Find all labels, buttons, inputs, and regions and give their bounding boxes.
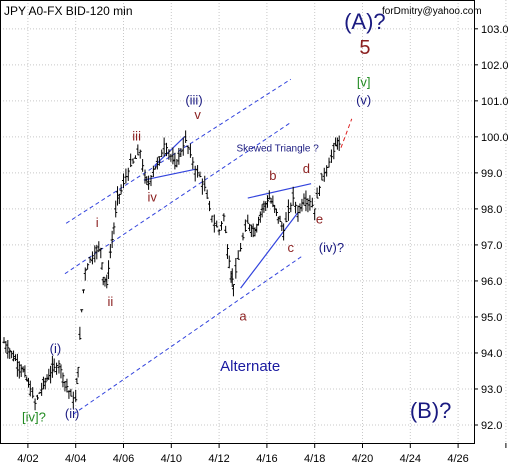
x-tick-label: 4/04 [65, 453, 86, 465]
y-tick-label: 96.0 [481, 276, 502, 288]
y-axis: 92.0 93.0 94.0 95.0 96.0 97.0 98.0 99.0 100.0 101… [474, 24, 509, 432]
y-tick-label: 103.0 [481, 24, 509, 36]
x-tick-label: 4/02 [17, 453, 38, 465]
wave-label: 5 [359, 37, 370, 59]
watermark: forDmitry@yahoo.com [382, 6, 482, 17]
wave-label: iii [132, 128, 141, 143]
wave-label: Alternate [220, 358, 280, 375]
x-tick-label: 4/06 [113, 453, 134, 465]
wave-label: Skewed Triangle ? [237, 143, 320, 154]
wave-label: (ii) [65, 406, 79, 421]
trend-line [143, 168, 196, 181]
trend-line [247, 183, 312, 199]
wave-label: (iv)? [319, 240, 344, 255]
y-tick-label: 94.0 [481, 348, 502, 360]
y-tick-label: 93.0 [481, 384, 502, 396]
channel-line [73, 255, 304, 415]
x-tick-label: 4/20 [352, 453, 373, 465]
projection-line [340, 118, 353, 148]
x-tick-label: 4/16 [256, 453, 277, 465]
x-tick-label: 4/24 [400, 453, 421, 465]
x-axis: 4/02 4/04 4/06 4/10 4/12 4/16 4/18 4/20 4/24 4/26 [17, 443, 507, 465]
y-tick-label: 100.0 [481, 132, 509, 144]
plot-frame [0, 0, 475, 444]
wave-label: (i) [50, 341, 62, 356]
grid [0, 0, 507, 443]
channel-line [64, 122, 292, 275]
wave-label: ii [107, 294, 113, 309]
trend-line [240, 212, 299, 289]
y-tick-label: 99.0 [481, 168, 502, 180]
wave-label: e [316, 211, 323, 226]
y-tick-label: 95.0 [481, 312, 502, 324]
y-tick-label: 102.0 [481, 60, 509, 72]
wave-label: c [288, 240, 295, 255]
price-series [2, 130, 341, 411]
wave-label: [iv]? [22, 409, 46, 424]
wave-label: d [303, 161, 310, 176]
wave-label: [v] [357, 74, 371, 89]
y-tick-label: 101.0 [481, 96, 509, 108]
wave-labels: (A)?5[v](v)(iii)viiiiviii(i)(ii)[iv]?Ske… [22, 9, 451, 425]
y-tick-label: 92.0 [481, 420, 502, 432]
x-tick-label: 4/18 [304, 453, 325, 465]
wave-label: a [239, 309, 247, 324]
wave-label: (v) [356, 92, 371, 107]
wave-label: (B)? [410, 398, 452, 423]
y-tick-label: 98.0 [481, 204, 502, 216]
wave-label: (iii) [185, 92, 202, 107]
x-tick-label: 4/26 [447, 453, 468, 465]
wave-label: b [269, 168, 276, 183]
wave-label: v [194, 107, 201, 122]
chart-title: JPY A0-FX BID-120 min [4, 4, 133, 18]
wave-label: iv [147, 190, 157, 205]
y-tick-label: 97.0 [481, 240, 502, 252]
wave-label: i [96, 215, 99, 230]
x-tick-label: 4/10 [161, 453, 182, 465]
x-tick-label: 4/12 [208, 453, 229, 465]
wave-label: (A)? [344, 9, 386, 34]
